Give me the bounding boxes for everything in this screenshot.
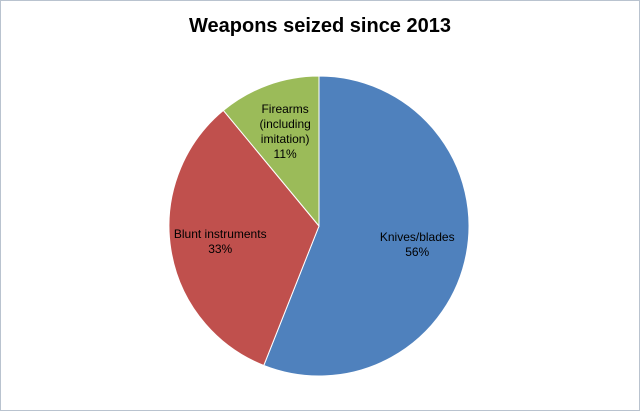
slice-label: Firearms (including imitation) 11%	[252, 102, 318, 162]
slice-label: Blunt instruments 33%	[165, 227, 275, 257]
slice-value: 11%	[273, 146, 297, 161]
pie-slice	[222, 75, 320, 228]
slice-label: Knives/blades 56%	[362, 230, 472, 260]
pie-slice	[168, 109, 320, 367]
slice-value: 56%	[405, 244, 430, 259]
slice-name: Blunt instruments	[173, 226, 267, 241]
pie-slice	[263, 75, 470, 377]
slice-name: Knives/blades	[379, 229, 455, 244]
slice-name: Firearms (including imitation)	[259, 101, 311, 146]
slice-value: 33%	[208, 241, 233, 256]
chart-title: Weapons seized since 2013	[189, 15, 451, 37]
